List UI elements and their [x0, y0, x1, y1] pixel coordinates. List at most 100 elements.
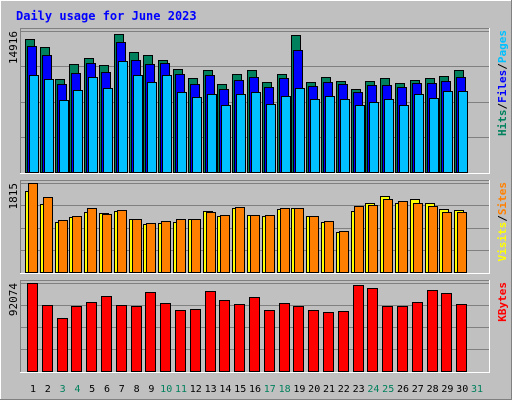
- day-label: 24: [367, 384, 379, 395]
- day-label: 21: [323, 384, 335, 395]
- bar-pages-day-8: [133, 75, 143, 173]
- day-label: 22: [338, 384, 350, 395]
- bar-sites-day-17: [265, 215, 275, 273]
- day-label: 16: [249, 384, 261, 395]
- bar-pages-day-16: [251, 92, 261, 173]
- bar-kbytes-day-1: [27, 283, 38, 372]
- day-label: 19: [293, 384, 305, 395]
- bar-pages-day-18: [281, 96, 291, 173]
- bar-sites-day-1: [28, 183, 38, 273]
- bar-sites-day-10: [161, 221, 171, 273]
- bar-kbytes-day-23: [353, 285, 364, 372]
- bar-kbytes-day-6: [101, 296, 112, 372]
- bar-pages-day-26: [399, 105, 409, 173]
- bar-kbytes-day-28: [427, 290, 438, 372]
- day-label: 27: [412, 384, 424, 395]
- chart-panels: 14916Hits/Files/Pages1815Visits/Sites920…: [7, 28, 509, 373]
- day-label: 4: [74, 384, 80, 395]
- panel-visits-sites: 1815 Visits/Sites: [7, 180, 509, 274]
- day-label: 1: [30, 384, 36, 395]
- day-label: 12: [190, 384, 202, 395]
- bar-sites-day-29: [442, 212, 452, 273]
- legend-separator: /: [496, 103, 509, 110]
- bar-pages-day-13: [207, 94, 217, 173]
- day-label: 25: [382, 384, 394, 395]
- bar-pages-day-4: [73, 90, 83, 173]
- bar-pages-day-30: [458, 91, 468, 173]
- day-label: 13: [205, 384, 217, 395]
- bar-sites-day-16: [250, 215, 260, 273]
- bar-sites-day-13: [206, 212, 216, 273]
- bar-pages-day-27: [414, 94, 424, 173]
- bar-sites-day-28: [428, 206, 438, 273]
- bar-kbytes-day-13: [205, 291, 216, 372]
- bar-pages-day-24: [369, 102, 379, 173]
- bar-kbytes-day-30: [456, 304, 467, 372]
- bar-sites-day-3: [58, 220, 68, 273]
- bar-kbytes-day-21: [323, 312, 334, 372]
- legend-entry: Hits: [496, 110, 509, 137]
- bar-kbytes-day-25: [382, 306, 393, 372]
- bar-kbytes-day-11: [175, 310, 186, 372]
- bar-sites-day-5: [87, 208, 97, 273]
- bar-kbytes-day-26: [397, 306, 408, 372]
- bar-sites-day-24: [368, 205, 378, 273]
- bar-kbytes-day-9: [145, 292, 156, 372]
- bar-pages-day-25: [384, 99, 394, 173]
- bar-sites-day-2: [43, 197, 53, 273]
- day-label: 28: [427, 384, 439, 395]
- bar-sites-day-11: [176, 219, 186, 273]
- bar-pages-day-2: [44, 79, 54, 173]
- legend-separator: /: [496, 63, 509, 70]
- bar-sites-day-21: [324, 221, 334, 273]
- bar-pages-day-6: [103, 88, 113, 173]
- bar-sites-day-9: [146, 223, 156, 273]
- bar-kbytes-day-3: [57, 318, 68, 372]
- bar-sites-day-26: [398, 201, 408, 273]
- bar-sites-day-25: [383, 199, 393, 273]
- bar-pages-day-28: [429, 98, 439, 173]
- day-label: 23: [353, 384, 365, 395]
- bar-kbytes-day-18: [279, 303, 290, 372]
- bar-pages-day-3: [59, 100, 69, 173]
- bar-pages-day-29: [443, 91, 453, 173]
- legend: KBytes: [496, 282, 509, 322]
- day-label: 11: [175, 384, 187, 395]
- bar-kbytes-day-27: [412, 302, 423, 372]
- y-max-label: 14916: [7, 31, 20, 64]
- bar-kbytes-day-12: [190, 309, 201, 372]
- bar-kbytes-day-19: [293, 306, 304, 372]
- bar-pages-day-15: [236, 94, 246, 173]
- legend: Hits/Files/Pages: [496, 30, 509, 136]
- bar-sites-day-15: [235, 207, 245, 273]
- bar-kbytes-day-10: [160, 303, 171, 372]
- bar-pages-day-14: [221, 105, 231, 173]
- bar-pages-day-23: [355, 105, 365, 173]
- day-label: 8: [134, 384, 140, 395]
- day-label: 14: [219, 384, 231, 395]
- day-label: 10: [160, 384, 172, 395]
- bar-kbytes-day-29: [441, 293, 452, 372]
- bar-pages-day-21: [325, 96, 335, 173]
- bar-sites-day-30: [457, 212, 467, 273]
- legend-entry: Sites: [496, 182, 509, 215]
- bar-pages-day-19: [295, 88, 305, 173]
- bar-sites-day-20: [309, 216, 319, 273]
- day-label: 26: [397, 384, 409, 395]
- bar-pages-day-1: [29, 75, 39, 173]
- bar-pages-day-5: [88, 77, 98, 173]
- bar-sites-day-19: [294, 208, 304, 273]
- bar-sites-day-27: [413, 203, 423, 273]
- bar-sites-day-14: [220, 215, 230, 273]
- bar-pages-day-12: [192, 97, 202, 173]
- day-label: 17: [264, 384, 276, 395]
- bar-sites-day-4: [72, 216, 82, 273]
- bar-kbytes-day-2: [42, 305, 53, 372]
- bar-sites-day-8: [132, 219, 142, 273]
- day-labels: 1 2 3 4 5 6 7 8 9 10 11 12 13 14 15 16 17 18 19 20 21 22 23 24 2…: [30, 384, 483, 395]
- bar-pages-day-11: [177, 92, 187, 173]
- panel-hits-files-pages: 14916 Hits/Files/Pages: [7, 28, 509, 174]
- day-label: 15: [234, 384, 246, 395]
- bar-pages-day-7: [118, 61, 128, 173]
